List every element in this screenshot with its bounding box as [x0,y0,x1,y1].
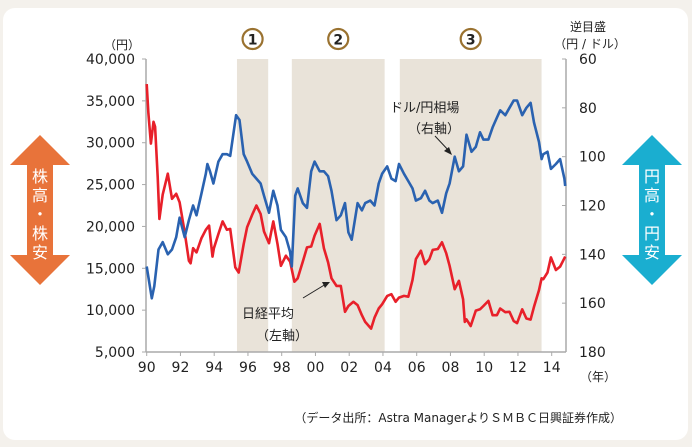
period-circle-1 [241,27,264,51]
left-tick-label: 20,000 [86,219,135,235]
x-tick-label: 12 [509,360,527,376]
right-tick-label: 180 [579,345,606,361]
left-tick-label: 40,000 [86,52,135,68]
x-tick-label: 10 [475,360,493,376]
left-tick-label: 25,000 [86,178,135,194]
period-label-1: 1 [248,33,258,49]
left-tick-label: 30,000 [86,136,135,152]
yen-up-down-arrow [622,135,682,285]
x-tick-label: 98 [273,360,291,376]
left-tick-label: 10,000 [86,303,135,319]
x-tick-label: 06 [408,360,426,376]
x-tick-label: 90 [138,360,156,376]
period-label-3: 3 [466,33,476,49]
stock-up-down-arrow [10,135,70,285]
source-note: （データ出所：Astra ManagerよりＳＭＢＣ日興証券作成） [294,410,622,425]
x-axis-unit: （年） [580,370,616,384]
x-tick-label: 92 [172,360,190,376]
shaded-period-3 [399,59,542,352]
right-tick-label: 80 [579,101,597,117]
stock-up-down-arrow-text: 株 [32,167,48,186]
right-tick-label: 100 [579,150,606,166]
nikkei-series-note: （左軸） [256,329,308,344]
period-label-2: 2 [333,33,343,49]
left-tick-label: 15,000 [86,261,135,277]
fx-series-label: ドル/円相場 [390,101,459,116]
nikkei-series-label: 日経平均 [242,307,294,322]
stock-up-down-arrow-text: 株 [32,224,48,243]
fx-series-note: （右軸） [408,122,460,137]
period-circle-2 [327,27,350,51]
right-tick-label: 140 [579,247,606,263]
yen-up-down-arrow-text: 円 [644,224,660,243]
nikkei-pointer-arrow [302,283,327,299]
stock-up-down-arrow-text: 安 [32,243,48,262]
shaded-period-1 [236,59,269,352]
period-circle-3 [459,27,482,51]
yen-up-down-arrow-text: 安 [644,243,660,262]
fx-pointer-arrowhead [444,147,452,155]
right-tick-label: 160 [579,296,606,312]
yen-up-down-arrow-text: 高 [644,186,660,205]
x-tick-label: 96 [239,360,257,376]
x-tick-label: 04 [374,360,392,376]
nikkei-pointer-arrowhead [322,282,330,288]
nikkei-line [145,84,567,330]
yen-up-down-arrow-text: ・ [644,205,660,224]
right-tick-label: 120 [579,199,606,215]
usdjpy-line [145,99,567,300]
stock-up-down-arrow-text: ・ [32,205,48,224]
left-tick-label: 5,000 [95,345,135,361]
x-tick-label: 02 [340,360,358,376]
x-tick-label: 08 [442,360,460,376]
x-tick-label: 14 [543,360,561,376]
yen-up-down-arrow-text: 円 [644,167,660,186]
right-tick-label: 60 [579,52,597,68]
right-axis-unit: （円 / ドル） [554,37,626,51]
stock-up-down-arrow-text: 高 [32,186,48,205]
left-tick-label: 35,000 [86,94,135,110]
x-tick-label: 00 [307,360,325,376]
right-axis-title: 逆目盛 [570,19,606,34]
left-axis-unit: （円） [104,38,140,52]
x-tick-label: 94 [205,360,223,376]
